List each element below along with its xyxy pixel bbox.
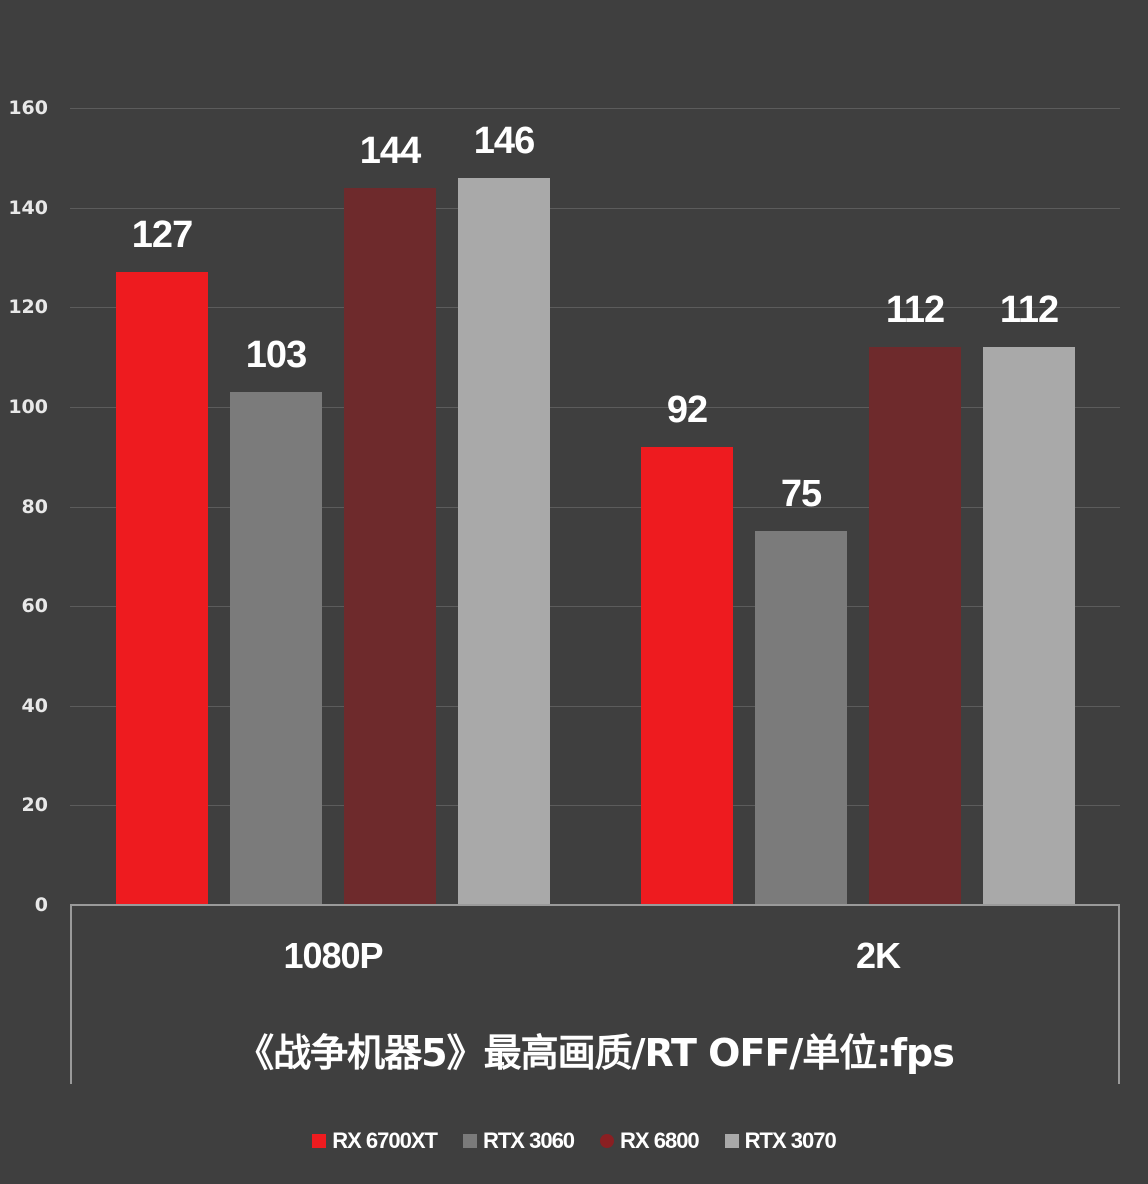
- gridline: [70, 307, 1120, 309]
- legend-item: RX 6800: [600, 1128, 700, 1154]
- y-tick-label: 80: [21, 495, 48, 518]
- bar-value-label: 127: [131, 214, 193, 257]
- legend-item: RTX 3060: [462, 1128, 575, 1154]
- bar-rx-6800-1080p: [344, 187, 436, 905]
- x-category-label: 1080P: [283, 935, 383, 976]
- bar-value-label: 92: [666, 388, 708, 431]
- legend-swatch-icon: [600, 1134, 615, 1148]
- gridline: [70, 506, 1120, 508]
- gridline: [70, 606, 1120, 608]
- bar-rx-6800-2k: [869, 347, 961, 905]
- y-tick-label: 40: [21, 694, 48, 717]
- bar-value-label: 144: [359, 129, 421, 172]
- y-tick-label: 100: [8, 395, 48, 418]
- legend-swatch-icon: [462, 1134, 477, 1148]
- y-tick-label: 20: [21, 794, 48, 817]
- bar-rtx-3070-1080p: [458, 177, 550, 905]
- x-category-label: 2K: [855, 935, 901, 976]
- bar-value-label: 112: [999, 289, 1059, 332]
- bar-value-label: 103: [245, 333, 307, 376]
- legend-item: RX 6700XT: [312, 1128, 438, 1154]
- gridline: [70, 805, 1120, 807]
- y-tick-label: 0: [34, 894, 48, 916]
- gridline: [70, 108, 1120, 109]
- y-tick-label: 60: [21, 595, 48, 618]
- bar-rx-6700xt-2k: [641, 446, 733, 905]
- legend-label: RTX 3070: [744, 1128, 837, 1153]
- y-tick-label: 140: [8, 196, 48, 219]
- y-tick-label: 160: [8, 97, 48, 119]
- legend: RX 6700XT RTX 3060 RX 6800 RTX 3070: [0, 1128, 1148, 1154]
- x-axis-category-box: [70, 904, 1120, 1084]
- legend-label: RX 6800: [620, 1128, 700, 1153]
- bar-rtx-3060-1080p: [230, 391, 322, 905]
- chart-title: 《战争机器5》最高画质/RT OFF/单位:fps: [236, 1031, 955, 1075]
- bar-rtx-3060-2k: [755, 531, 847, 905]
- gridline: [70, 406, 1120, 408]
- legend-item: RTX 3070: [724, 1128, 837, 1154]
- bar-value-label: 75: [780, 473, 822, 516]
- bar-value-label: 146: [473, 119, 535, 162]
- gridline: [70, 207, 1120, 209]
- legend-swatch-icon: [312, 1134, 327, 1148]
- legend-label: RX 6700XT: [332, 1128, 438, 1153]
- bar-value-label: 112: [885, 289, 945, 332]
- bar-rtx-3070-2k: [983, 347, 1075, 905]
- y-tick-label: 120: [8, 296, 48, 319]
- legend-label: RTX 3060: [482, 1128, 575, 1153]
- gridline: [70, 705, 1120, 707]
- bar-rx-6700xt-1080p: [116, 272, 208, 905]
- legend-swatch-icon: [724, 1134, 739, 1148]
